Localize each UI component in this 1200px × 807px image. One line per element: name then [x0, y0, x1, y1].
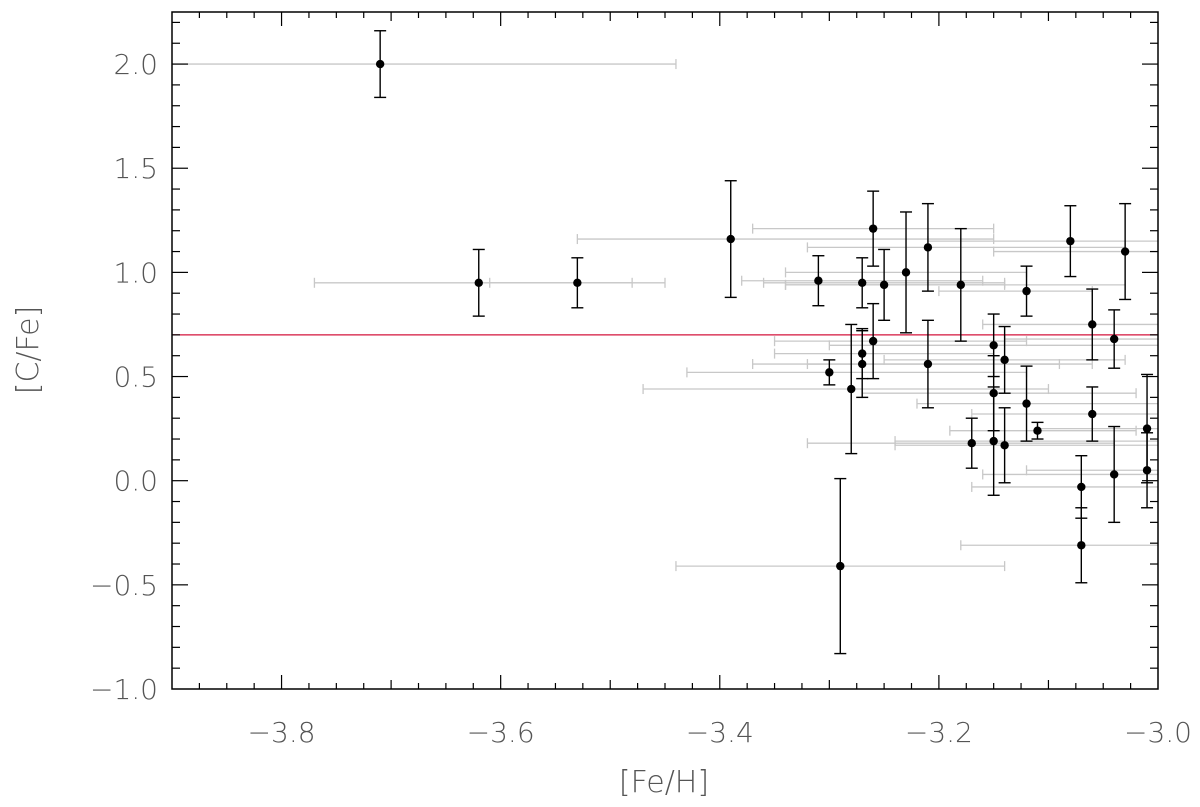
data-point: [1022, 399, 1031, 408]
y-tick-label: 0.0: [113, 465, 158, 498]
x-error-bar: [916, 398, 1158, 409]
x-error-bar: [982, 469, 1158, 480]
data-point: [967, 438, 976, 448]
data-point: [1142, 466, 1152, 475]
x-axis-label: [Fe/H]: [619, 765, 709, 800]
data-point: [901, 268, 911, 277]
x-error-bar: [971, 409, 1158, 420]
x-error-bar: [927, 236, 1158, 247]
data-point: [879, 280, 889, 290]
x-error-bar: [1025, 465, 1158, 476]
x-error-bar: [1036, 423, 1158, 434]
x-error-bar: [971, 481, 1158, 492]
data-point: [989, 436, 998, 446]
x-error-bar: [806, 438, 1115, 449]
y-tick-label: 2.0: [113, 48, 158, 81]
data-point: [1033, 426, 1042, 435]
y-tick-label: 0.5: [113, 361, 158, 394]
data-point: [1109, 334, 1119, 344]
x-error-bar: [806, 359, 1093, 370]
data-point: [474, 278, 483, 287]
data-point: [1088, 409, 1097, 419]
data-point: [1120, 247, 1130, 256]
y-tick-label: 1.5: [113, 152, 158, 185]
y-tick-label: −1.0: [90, 673, 158, 706]
data-point: [1000, 441, 1009, 450]
x-error-bar: [686, 367, 1028, 378]
x-error-bar: [960, 540, 1158, 551]
x-error-bar: [172, 59, 677, 70]
data-point: [1077, 541, 1086, 550]
x-tick-label: −3.6: [467, 716, 535, 749]
data-point: [825, 368, 834, 377]
x-tick-label: −3.8: [248, 716, 316, 749]
data-point: [1066, 236, 1075, 246]
data-point: [847, 384, 856, 394]
data-point: [989, 341, 998, 350]
x-error-bar: [642, 384, 1050, 395]
data-point: [375, 59, 385, 69]
x-tick-label: −3.4: [686, 716, 754, 749]
data-point: [989, 389, 998, 398]
x-error-bars: [172, 59, 1158, 572]
tick-labels: −3.8 −3.6 −3.4 −3.2 −3.0 2.0 1.5 1.0 0.5 0.0 −0.5 −…: [90, 48, 1192, 749]
data-point: [814, 276, 823, 285]
x-tick-label: −3.0: [1124, 716, 1192, 749]
y-tick-label: −0.5: [90, 569, 158, 602]
plot-area-border: [171, 11, 1159, 690]
x-error-bar: [982, 319, 1158, 330]
data-point: [923, 243, 933, 252]
y-tick-label: 1.0: [113, 256, 158, 289]
data-point: [1077, 482, 1086, 492]
data-point: [1022, 286, 1031, 296]
data-point: [1088, 320, 1097, 329]
x-error-bar: [576, 234, 995, 245]
x-error-bar: [806, 242, 1126, 253]
x-error-bar: [993, 246, 1158, 257]
data-point: [956, 280, 965, 290]
y-error-bars: [374, 30, 1154, 655]
data-point: [836, 561, 845, 571]
x-tick-label: −3.2: [905, 716, 973, 749]
data-point: [1142, 424, 1152, 433]
data-point: [868, 224, 878, 233]
data-points: [375, 59, 1152, 571]
plot-frame: [171, 11, 1159, 690]
data-point: [868, 336, 878, 346]
data-point: [923, 359, 933, 369]
axis-ticks: [172, 12, 1158, 689]
x-error-bar: [784, 279, 1126, 290]
data-point: [573, 278, 582, 287]
x-error-bar: [773, 336, 1028, 347]
data-point: [858, 359, 867, 369]
data-point: [858, 349, 867, 358]
data-point: [1000, 355, 1009, 365]
y-axis-label: [C/Fe]: [11, 306, 46, 395]
x-error-bar: [949, 425, 1137, 436]
data-point: [858, 278, 867, 287]
data-point: [1109, 470, 1119, 479]
x-error-bar: [1003, 334, 1158, 345]
data-point: [726, 234, 735, 244]
